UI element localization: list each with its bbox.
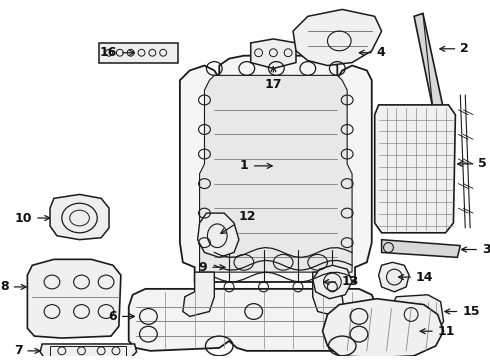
Text: 12: 12 [221, 210, 256, 234]
Text: 10: 10 [15, 212, 50, 225]
Polygon shape [322, 299, 443, 358]
Polygon shape [40, 344, 137, 358]
Polygon shape [197, 213, 239, 257]
Text: 2: 2 [440, 42, 469, 55]
Text: 7: 7 [14, 345, 40, 357]
Polygon shape [382, 240, 460, 257]
Polygon shape [199, 75, 352, 272]
Polygon shape [313, 272, 344, 316]
Text: 15: 15 [445, 305, 480, 318]
Polygon shape [379, 262, 409, 292]
Polygon shape [414, 13, 442, 108]
Text: 17: 17 [265, 67, 282, 91]
Text: 4: 4 [359, 46, 386, 59]
Text: 16: 16 [99, 46, 134, 59]
Text: 6: 6 [108, 310, 134, 323]
Text: 8: 8 [0, 280, 26, 293]
Text: 1: 1 [240, 159, 272, 172]
Text: 11: 11 [420, 325, 455, 338]
Polygon shape [129, 289, 377, 351]
Text: 9: 9 [199, 261, 225, 274]
Text: 3: 3 [462, 243, 490, 256]
Polygon shape [27, 259, 121, 338]
Polygon shape [50, 194, 109, 240]
Text: 13: 13 [324, 275, 359, 288]
Polygon shape [392, 295, 443, 336]
Polygon shape [251, 39, 296, 68]
Polygon shape [180, 56, 372, 282]
Polygon shape [293, 9, 382, 66]
Polygon shape [375, 105, 455, 233]
Polygon shape [99, 43, 178, 63]
Text: 5: 5 [458, 157, 487, 170]
Polygon shape [313, 265, 352, 299]
Polygon shape [183, 272, 214, 316]
Text: 14: 14 [398, 271, 434, 284]
